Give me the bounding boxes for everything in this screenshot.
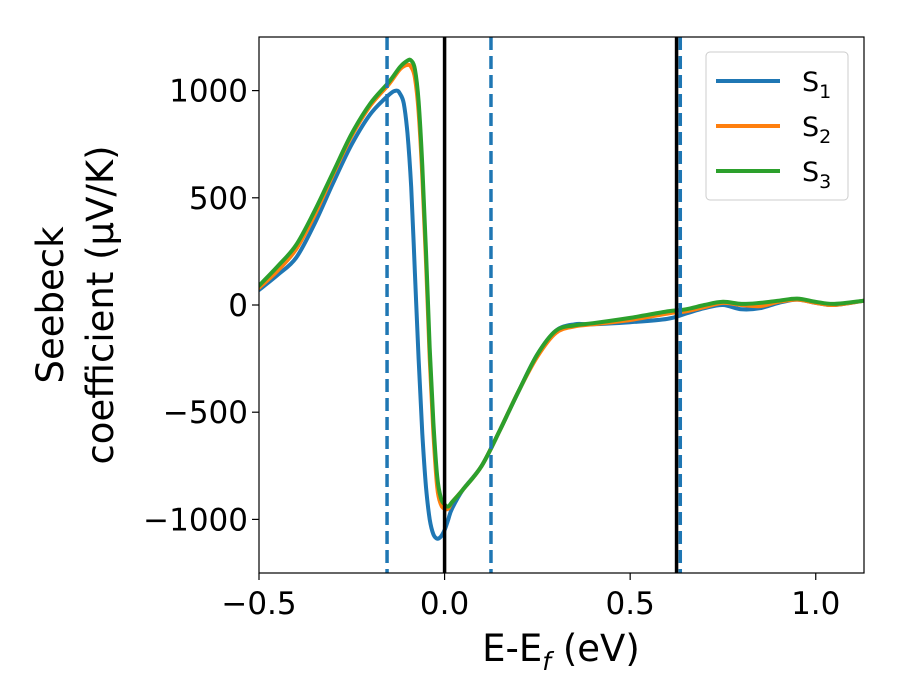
legend-label-s3: S3 <box>802 157 831 193</box>
y-tick-label: −1000 <box>143 502 248 538</box>
legend-label-s1: S1 <box>802 67 831 103</box>
x-axis-title: E-Ef (eV) <box>482 627 640 676</box>
legend: S1 S2 S3 <box>705 51 849 201</box>
y-tick-label: 1000 <box>169 74 248 110</box>
x-tick-label: 0.5 <box>606 586 655 622</box>
x-tick-label: 0.0 <box>420 586 469 622</box>
y-axis-title-line1: Seebeck <box>29 226 72 384</box>
y-tick-label: 0 <box>228 288 248 324</box>
y-tick-label: −500 <box>163 395 248 431</box>
x-tick-label: −0.5 <box>221 586 296 622</box>
y-tick-label: 500 <box>189 181 248 217</box>
legend-label-s2: S2 <box>802 112 831 148</box>
x-tick-label: 1.0 <box>791 586 840 622</box>
axes-frame <box>258 36 865 574</box>
axis-ticks: −0.5 0.0 0.5 1.0 −1000 −500 0 500 1000 <box>143 74 840 622</box>
series-line-s3 <box>259 57 864 509</box>
y-axis-title-line2: coefficient (μV/K) <box>79 145 122 464</box>
plot-area <box>259 37 864 573</box>
